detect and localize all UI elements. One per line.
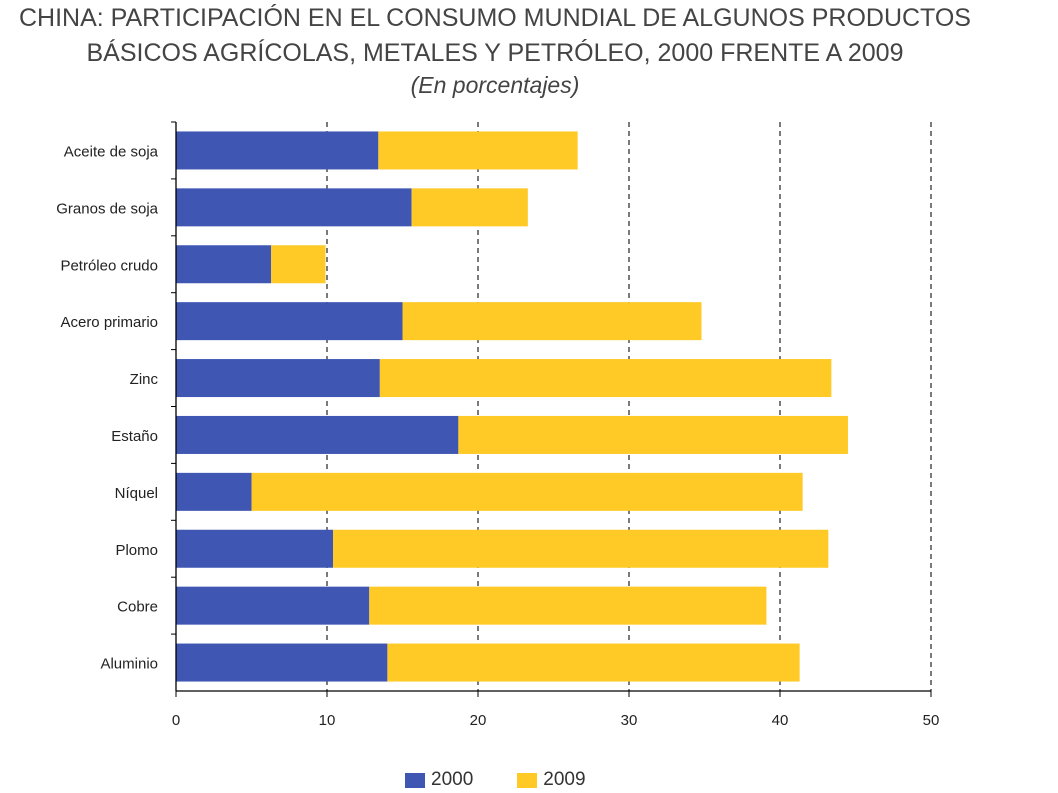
chart-title-line-2: BÁSICOS AGRÍCOLAS, METALES Y PETRÓLEO, 2… <box>86 39 904 67</box>
x-tick-label: 30 <box>621 712 638 729</box>
bar-2009-7 <box>333 529 829 568</box>
bar-2009-5 <box>458 415 848 454</box>
bar-2009-6 <box>251 472 803 511</box>
x-tick-label: 40 <box>772 712 789 729</box>
bar-2000-3 <box>176 302 403 341</box>
x-tick-label: 10 <box>319 712 336 729</box>
x-tick-label: 0 <box>172 712 180 729</box>
bar-2000-0 <box>176 131 379 170</box>
bar-2000-1 <box>176 188 412 227</box>
category-label: Plomo <box>115 542 158 559</box>
legend-swatch-2009 <box>517 772 538 788</box>
legend-swatch-2000 <box>405 772 425 788</box>
category-label: Acero primario <box>60 314 158 331</box>
x-tick-label: 20 <box>470 712 487 729</box>
bar-2000-5 <box>176 415 459 454</box>
chart-title-line-1: CHINA: PARTICIPACIÓN EN EL CONSUMO MUNDI… <box>18 4 971 32</box>
legend-item-2009: 2009 <box>517 769 586 791</box>
category-label: Granos de soja <box>56 200 158 217</box>
bar-2000-2 <box>176 245 272 284</box>
category-label: Cobre <box>117 599 158 616</box>
bar-2000-9 <box>176 643 388 682</box>
legend-label-2000: 2000 <box>431 769 474 790</box>
category-label: Aceite de soja <box>64 143 159 160</box>
bar-2000-8 <box>176 586 370 625</box>
bar-2009-4 <box>379 359 832 398</box>
bar-2009-8 <box>369 586 767 625</box>
bar-2000-7 <box>176 529 334 568</box>
category-label: Zinc <box>130 371 159 388</box>
category-label: Níquel <box>115 485 158 502</box>
category-label: Aluminio <box>100 656 158 673</box>
category-label: Petróleo crudo <box>60 257 158 274</box>
bar-2009-2 <box>271 245 326 284</box>
bar-2000-4 <box>176 359 380 398</box>
legend-label-2009: 2009 <box>543 769 586 790</box>
bar-2009-0 <box>378 131 578 170</box>
bar-2009-1 <box>411 188 528 227</box>
x-tick-label: 50 <box>923 712 940 729</box>
bar-2009-3 <box>402 302 702 341</box>
chart-subtitle: (En porcentajes) <box>410 72 580 98</box>
category-label: Estaño <box>111 428 158 445</box>
bar-2000-6 <box>176 472 252 511</box>
bar-2009-9 <box>387 643 800 682</box>
legend: 2000 2009 <box>405 769 630 791</box>
legend-item-2000: 2000 <box>405 769 473 791</box>
